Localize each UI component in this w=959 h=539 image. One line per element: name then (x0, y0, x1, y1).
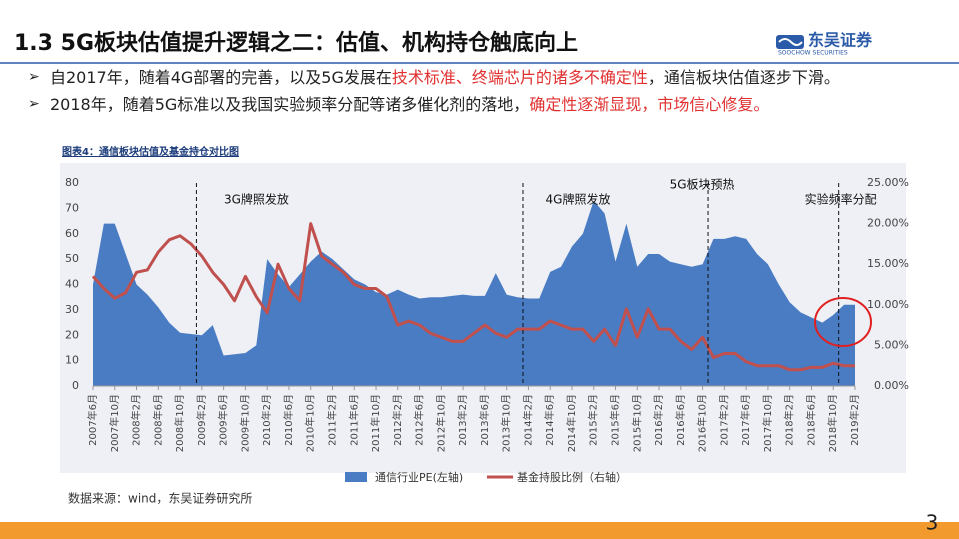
legend-swatch (345, 472, 367, 482)
bullet: 自2017年，随着4G部署的完善，以及5G发展在技术标准、终端芯片的诸多不确定性… (28, 66, 928, 89)
y-tick-label: 20 (65, 328, 79, 341)
y-tick-label: 10 (65, 354, 79, 367)
figure-caption: 图表4：通信板块估值及基金持仓对比图 (62, 145, 239, 158)
source-note: 数据来源：wind，东吴证券研究所 (68, 491, 252, 506)
annotation-text: 4G牌照发放 (546, 192, 611, 207)
page-number: 3 (926, 511, 939, 535)
x-tick-label: 2017年10月 (761, 394, 774, 452)
annotation-text: 5G板块预热 (670, 178, 735, 192)
y2-tick-label: 5.00% (874, 338, 909, 351)
x-tick-label: 2016年10月 (696, 394, 709, 452)
logo-text: 东吴证券 (808, 31, 873, 50)
x-tick-label: 2018年10月 (826, 394, 839, 452)
x-tick-label: 2009年2月 (195, 394, 208, 446)
y-tick-label: 50 (65, 252, 79, 265)
bullet-text: ，通信板块估值逐步下滑。 (647, 68, 840, 87)
x-tick-label: 2010年10月 (304, 394, 317, 452)
y-tick-label: 60 (65, 227, 79, 240)
x-tick-label: 2017年2月 (717, 394, 730, 446)
x-tick-label: 2016年2月 (652, 394, 665, 446)
y2-tick-label: 10.00% (867, 298, 909, 311)
slide-title: 1.3 5G板块估值提升逻辑之二：估值、机构持仓触底向上 (14, 30, 578, 56)
bullet-text: 技术标准、终端芯片的诸多不确定性 (391, 68, 648, 87)
x-tick-label: 2011年6月 (347, 394, 360, 446)
x-tick-label: 2015年10月 (630, 394, 643, 452)
x-tick-label: 2019年2月 (848, 394, 861, 446)
y-tick-label: 40 (65, 278, 79, 291)
x-tick-label: 2018年6月 (804, 394, 817, 446)
x-tick-label: 2016年6月 (674, 394, 687, 446)
logo-icon (776, 35, 804, 49)
x-tick-label: 2009年10月 (238, 394, 251, 452)
y-tick-label: 80 (65, 176, 79, 189)
bullet-text: 2018年，随着5G标准以及我国实验频率分配等诸多催化剂的落地， (50, 95, 530, 114)
legend-label: 基金持股比例（右轴） (517, 470, 627, 484)
x-tick-label: 2015年2月 (587, 394, 600, 446)
x-tick-label: 2007年6月 (86, 394, 99, 446)
x-tick-label: 2009年6月 (217, 394, 230, 446)
x-tick-label: 2017年6月 (739, 394, 752, 446)
x-tick-label: 2014年2月 (521, 394, 534, 446)
line (91, 222, 855, 372)
x-tick-label: 2014年6月 (543, 394, 556, 446)
x-tick-label: 2007年10月 (108, 394, 121, 452)
x-tick-label: 2012年6月 (413, 394, 426, 446)
x-tick-label: 2013年6月 (478, 394, 491, 446)
bullet-list: 自2017年，随着4G部署的完善，以及5G发展在技术标准、终端芯片的诸多不确定性… (28, 66, 928, 120)
footer-bar (0, 522, 959, 539)
y2-tick-label: 25.00% (867, 176, 909, 189)
highlight-circle (814, 297, 872, 347)
area (93, 200, 855, 386)
x-tick-label: 2012年10月 (434, 394, 447, 452)
y-tick-label: 0 (72, 379, 79, 392)
x-tick-label: 2010年6月 (282, 394, 295, 446)
x-tick-label: 2008年2月 (130, 394, 143, 446)
x-tick-label: 2015年6月 (609, 394, 622, 446)
x-tick-label: 2018年2月 (783, 394, 796, 446)
x-tick-label: 2014年10月 (565, 394, 578, 452)
bullet-text: 确定性逐渐显现，市场信心修复。 (529, 95, 770, 114)
x-tick-label: 2008年10月 (173, 394, 186, 452)
y2-tick-label: 0.00% (874, 379, 909, 392)
y-tick-label: 70 (65, 201, 79, 214)
x-tick-label: 2013年10月 (500, 394, 513, 452)
x-tick-label: 2008年6月 (151, 394, 164, 446)
chart: 0 10 20 30 40 50 60 70 80 0.00% 5.00% 10.00% 15.00% 2… (65, 176, 909, 484)
y2-tick-label: 20.00% (867, 217, 909, 230)
bullet-text: 自2017年，随着4G部署的完善，以及5G发展在 (50, 68, 392, 87)
y-tick-label: 30 (65, 303, 79, 316)
x-tick-label: 2013年2月 (456, 394, 469, 446)
x-tick-label: 2012年2月 (391, 394, 404, 446)
legend-label: 通信行业PE(左轴) (375, 470, 463, 484)
x-tick-label: 2010年2月 (260, 394, 273, 446)
x-tick-label: 2011年2月 (325, 394, 338, 446)
y2-tick-label: 15.00% (867, 257, 909, 270)
bullet: 2018年，随着5G标准以及我国实验频率分配等诸多催化剂的落地，确定性逐渐显现，… (28, 93, 928, 116)
logo-subtext: SOOCHOW SECURITIES (778, 50, 848, 57)
x-tick-label: 2011年10月 (369, 394, 382, 452)
annotation-text: 3G牌照发放 (224, 192, 289, 207)
annotation-text: 实验频率分配 (805, 192, 877, 207)
